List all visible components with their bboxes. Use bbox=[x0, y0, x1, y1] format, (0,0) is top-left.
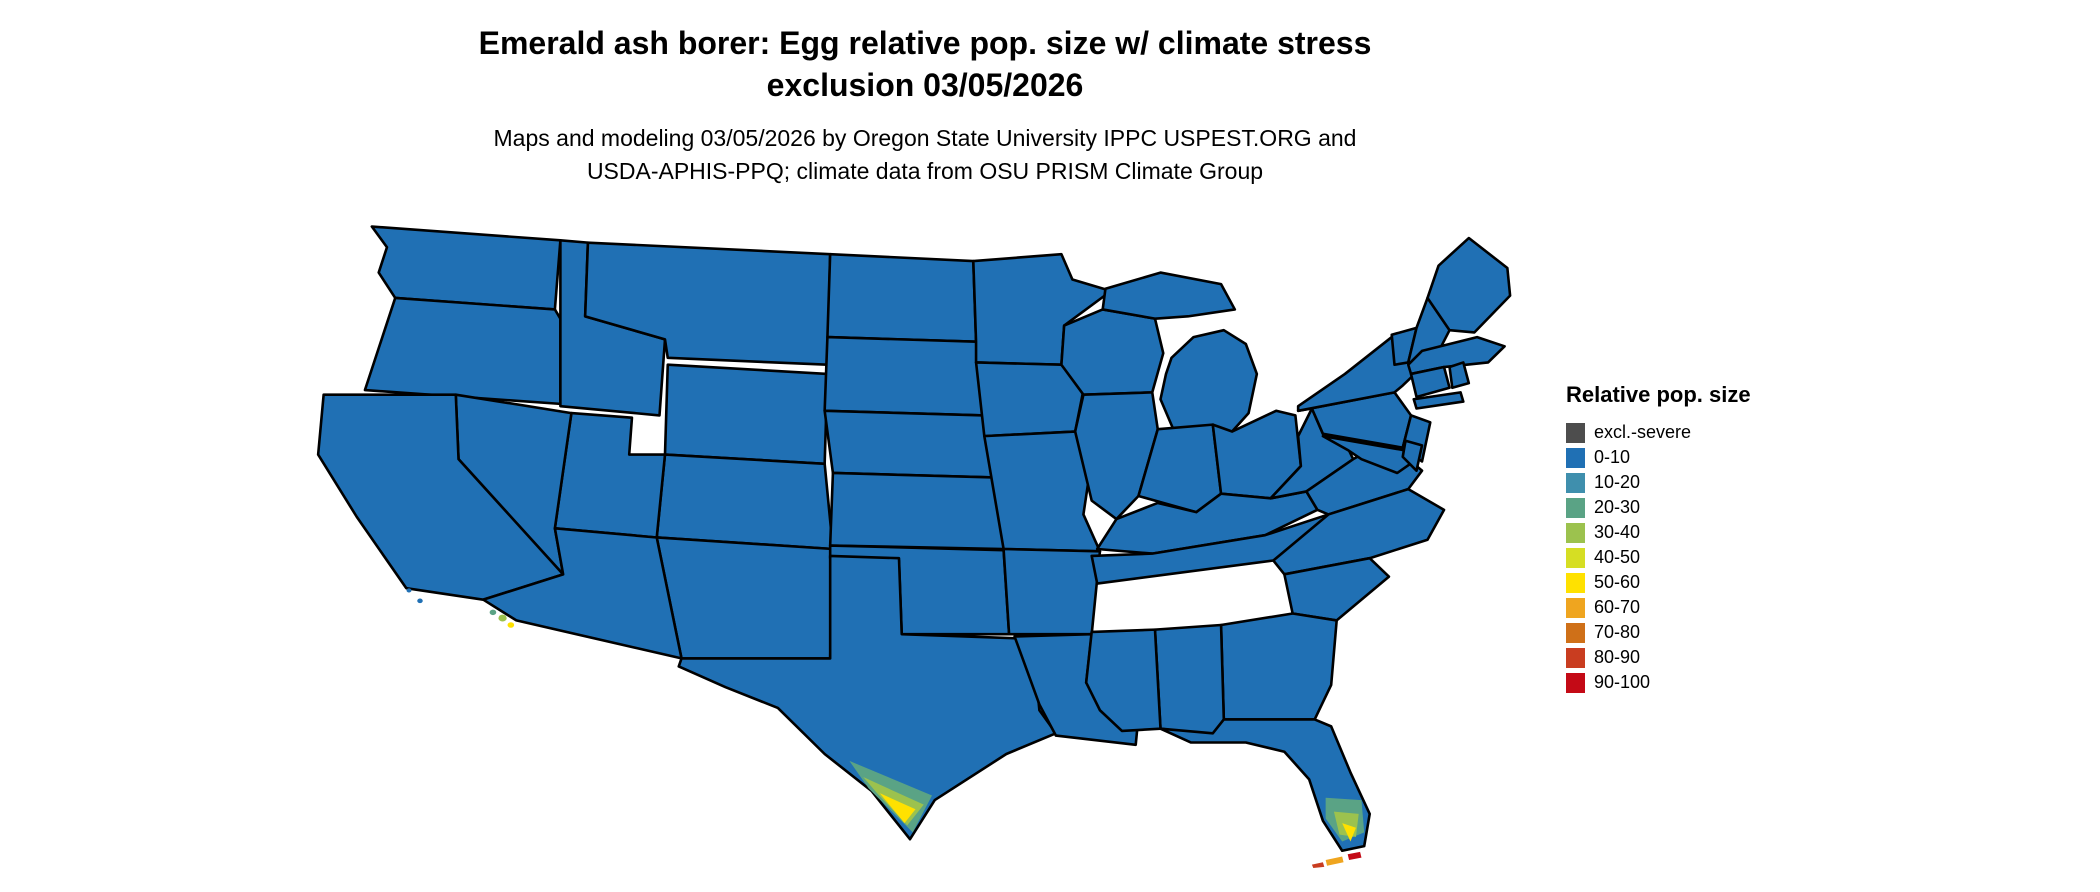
offshore-island-dot bbox=[406, 588, 412, 593]
states-layer bbox=[318, 227, 1510, 851]
map-credits: Maps and modeling 03/05/2026 by Oregon S… bbox=[0, 122, 1850, 189]
legend-label: 40-50 bbox=[1594, 547, 1641, 567]
legend-row: 90-100 bbox=[1566, 670, 1846, 695]
legend-label: 20-30 bbox=[1594, 497, 1641, 517]
legend-label: 80-90 bbox=[1594, 647, 1641, 667]
state bbox=[830, 473, 1003, 549]
legend-swatch bbox=[1566, 447, 1585, 468]
legend-label: 30-40 bbox=[1594, 522, 1641, 542]
credits-line-2: USDA-APHIS-PPQ; climate data from OSU PR… bbox=[586, 158, 1264, 185]
us-map-svg bbox=[303, 215, 1528, 869]
state bbox=[483, 528, 681, 658]
legend-row: 50-60 bbox=[1566, 570, 1846, 595]
legend-swatch bbox=[1566, 422, 1585, 443]
title-line-1: Emerald ash borer: Egg relative pop. siz… bbox=[478, 25, 1372, 61]
state bbox=[1403, 441, 1422, 471]
state bbox=[1103, 273, 1235, 319]
offshore-island-dot bbox=[417, 598, 423, 604]
state bbox=[679, 556, 1056, 839]
hotspot-florida-keys-red2 bbox=[1311, 862, 1325, 869]
hotspot-colorado-river-mid bbox=[498, 614, 507, 622]
state bbox=[365, 298, 560, 404]
legend-label: 70-80 bbox=[1594, 622, 1641, 642]
hotspot-florida-keys-orange bbox=[1325, 856, 1344, 866]
state bbox=[1411, 367, 1450, 397]
state bbox=[555, 413, 665, 537]
hotspot-south-texas-core bbox=[879, 793, 916, 824]
legend-row: 40-50 bbox=[1566, 545, 1846, 570]
us-map bbox=[303, 215, 1528, 883]
state bbox=[825, 411, 1004, 478]
credits-line-1: Maps and modeling 03/05/2026 by Oregon S… bbox=[493, 125, 1357, 151]
state bbox=[1075, 392, 1158, 519]
legend-swatch bbox=[1566, 572, 1585, 593]
state bbox=[1428, 238, 1511, 332]
state bbox=[1155, 625, 1224, 736]
legend-swatch bbox=[1566, 472, 1585, 493]
state bbox=[1004, 549, 1100, 634]
legend-swatch bbox=[1566, 622, 1585, 643]
state bbox=[1161, 719, 1370, 850]
legend-row: 80-90 bbox=[1566, 645, 1846, 670]
state bbox=[1284, 558, 1389, 620]
legend-row: 20-30 bbox=[1566, 495, 1846, 520]
legend-row: 60-70 bbox=[1566, 595, 1846, 620]
state bbox=[1414, 392, 1464, 408]
legend-row: 30-40 bbox=[1566, 520, 1846, 545]
state bbox=[1450, 362, 1469, 387]
hotspot-colorado-river-core bbox=[507, 622, 515, 628]
legend-row: 70-80 bbox=[1566, 620, 1846, 645]
legend-swatch bbox=[1566, 672, 1585, 693]
state bbox=[825, 337, 985, 415]
legend-label: 90-100 bbox=[1594, 672, 1651, 692]
map-legend: Relative pop. size excl.-severe 0-10 10-… bbox=[1566, 382, 1846, 695]
legend-row: excl.-severe bbox=[1566, 420, 1846, 445]
legend-row: 10-20 bbox=[1566, 470, 1846, 495]
legend-swatch bbox=[1566, 597, 1585, 618]
legend-swatch bbox=[1566, 547, 1585, 568]
hotspot-colorado-river-green bbox=[489, 609, 497, 616]
page-title: Emerald ash borer: Egg relative pop. siz… bbox=[0, 22, 1850, 106]
state bbox=[657, 537, 833, 658]
hotspot-south-florida-core bbox=[1342, 823, 1356, 842]
legend-label: excl.-severe bbox=[1594, 422, 1692, 442]
legend-title: Relative pop. size bbox=[1566, 382, 1751, 407]
hotspot-florida-keys-red bbox=[1347, 851, 1362, 860]
state bbox=[1061, 309, 1163, 394]
legend-swatch bbox=[1566, 647, 1585, 668]
state bbox=[665, 365, 827, 464]
legend-label: 0-10 bbox=[1594, 447, 1631, 467]
state bbox=[657, 455, 833, 549]
legend-row: 0-10 bbox=[1566, 445, 1846, 470]
hotspots-layer bbox=[406, 588, 1365, 869]
state bbox=[1161, 330, 1257, 431]
legend-label: 10-20 bbox=[1594, 472, 1641, 492]
legend-swatch bbox=[1566, 522, 1585, 543]
legend-label: 50-60 bbox=[1594, 572, 1641, 592]
state bbox=[1086, 630, 1160, 731]
state bbox=[1221, 613, 1337, 719]
state bbox=[827, 254, 976, 342]
legend-swatch bbox=[1566, 497, 1585, 518]
title-line-2: exclusion 03/05/2026 bbox=[766, 67, 1084, 104]
legend-label: 60-70 bbox=[1594, 597, 1641, 617]
